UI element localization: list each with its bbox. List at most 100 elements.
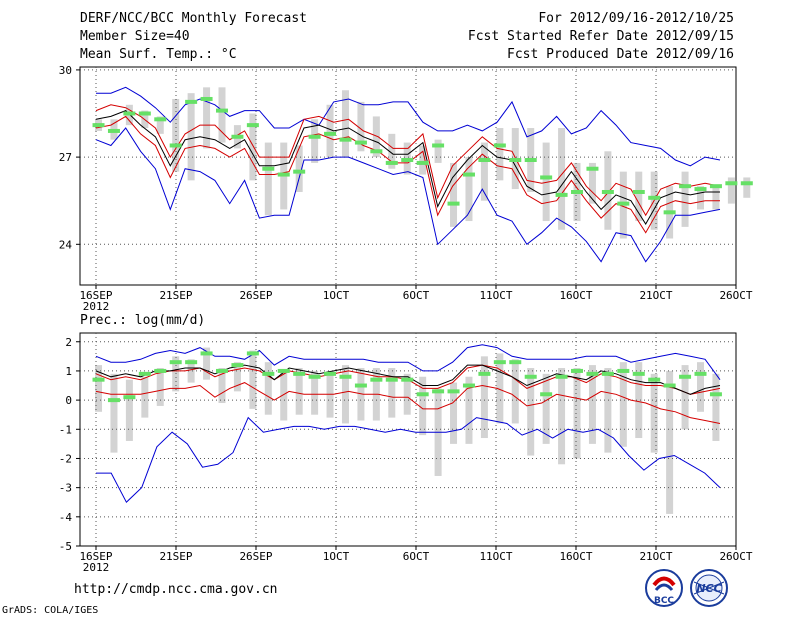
forecast-started-date: Fcst Started Refer Date 2012/09/15 [467,29,734,44]
median-marker [462,383,475,388]
x-tick-label: 16SEP [79,550,112,563]
median-marker [385,377,398,382]
spread-box [727,177,735,204]
x-tick-label: 1OCT [323,289,350,302]
median-marker [370,149,383,154]
grads-credit: GrADS: COLA/IGES [2,605,99,616]
median-marker [493,360,506,365]
spread-box [450,162,458,227]
precip-axis-label: Prec.: log(mm/d) [80,313,205,328]
spread-box [388,368,396,418]
median-marker [694,371,707,376]
median-marker [586,166,599,171]
median-marker [416,160,429,165]
median-marker [663,383,676,388]
x-tick-label: 11OCT [479,550,512,563]
median-marker [231,134,244,139]
spread-box [187,359,195,383]
footer-url[interactable]: http://cmdp.ncc.cma.gov.cn [74,582,278,597]
spread-box [218,87,226,143]
forecast-period: For 2012/09/16-2012/10/25 [538,11,734,26]
x-tick-label: 21SEP [159,289,192,302]
y-tick-label: -3 [59,482,72,495]
spread-box [604,368,612,453]
x-tick-label: 21SEP [159,550,192,563]
spread-box [558,128,566,230]
x-tick-label: 16SEP [79,289,112,302]
median-marker [246,351,259,356]
median-marker [231,363,244,368]
forecast-produced-date: Fcst Produced Date 2012/09/16 [507,47,734,62]
median-marker [385,160,398,165]
spread-box [496,353,504,424]
median-marker [586,371,599,376]
median-marker [725,181,738,186]
median-marker [354,140,367,145]
median-marker [262,166,275,171]
median-marker [540,175,553,180]
spread-box [388,133,396,169]
median-marker [524,158,537,163]
median-marker [524,374,537,379]
plot-frame [79,332,737,547]
median-marker [138,111,151,116]
median-marker [447,389,460,394]
spread-box [696,362,704,412]
spread-box [480,356,488,439]
spread-box [264,362,272,415]
spread-box [95,365,103,412]
spread-box [156,116,164,134]
x-tick-label: 26SEP [239,550,272,563]
bcc-logo-text: BCC [654,596,674,606]
median-marker [493,143,506,148]
variable-label: Mean Surf. Temp.: °C [80,47,237,62]
spread-box [450,382,458,444]
spread-box [666,370,674,514]
median-marker [169,360,182,365]
spread-box [295,145,303,192]
median-marker [509,158,522,163]
spread-box [635,362,643,439]
spread-box [619,362,627,447]
y-tick-label: 27 [59,151,72,164]
spread-box [218,368,226,404]
spread-box [249,350,257,409]
median-marker [694,187,707,192]
median-marker [262,371,275,376]
series-line-lower [95,382,721,424]
spread-box [341,90,349,158]
median-marker [632,371,645,376]
y-tick-label: 24 [59,238,73,251]
spread-box [311,119,319,163]
y-tick-label: -4 [59,511,73,524]
series-line-max [95,344,721,380]
series-line-max [96,86,721,167]
x-tick-label: 26OCT [719,289,752,302]
median-marker [478,158,491,163]
spread-box [527,368,535,456]
median-marker [432,389,445,394]
median-marker [401,377,414,382]
median-marker [679,184,692,189]
median-marker [138,371,151,376]
spread-box [419,145,427,175]
median-marker [401,158,414,163]
spread-box [712,186,720,210]
spread-box [681,365,689,430]
median-marker [663,210,676,215]
median-marker [571,189,584,194]
spread-box [696,186,704,210]
median-marker [648,195,661,200]
median-marker [354,383,367,388]
median-marker [447,201,460,206]
spread-box [681,171,689,227]
spread-box [403,373,411,415]
median-marker [216,368,229,373]
x-tick-label: 11OCT [479,289,512,302]
y-tick-label: -1 [59,423,72,436]
median-marker [571,368,584,373]
median-marker [185,99,198,104]
median-marker [601,371,614,376]
median-marker [555,192,568,197]
